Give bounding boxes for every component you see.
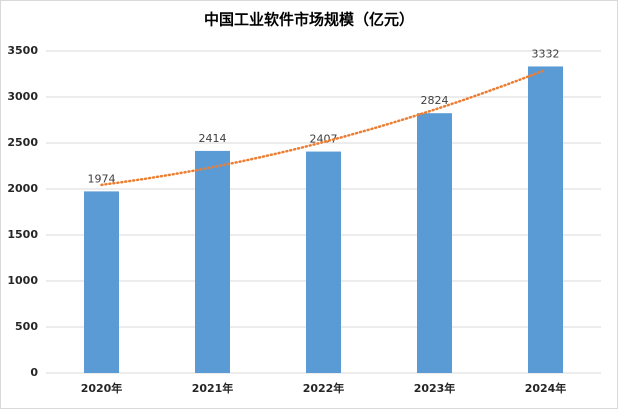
- y-tick-label: 3000: [7, 90, 38, 103]
- y-tick-label: 2500: [7, 136, 38, 149]
- y-tick-label: 0: [30, 366, 38, 379]
- value-label: 2824: [421, 94, 449, 107]
- y-tick-label: 3500: [7, 44, 38, 57]
- x-tick-label: 2022年: [303, 381, 345, 395]
- x-tick-label: 2021年: [192, 381, 234, 395]
- trendline: [100, 68, 547, 187]
- value-label: 2414: [199, 132, 227, 145]
- y-tick-label: 1000: [7, 274, 38, 287]
- value-label: 3332: [532, 47, 560, 60]
- x-tick-label: 2020年: [81, 381, 123, 395]
- bar: [528, 66, 563, 374]
- value-label: 2407: [310, 133, 338, 146]
- bar: [417, 113, 452, 373]
- y-tick-label: 500: [15, 320, 38, 333]
- bar: [306, 151, 341, 373]
- value-label: 1974: [88, 172, 116, 185]
- chart-title: 中国工业软件市场规模（亿元）: [204, 11, 414, 29]
- x-tick-label: 2023年: [414, 381, 456, 395]
- bar: [84, 191, 119, 373]
- y-tick-label: 1500: [7, 228, 38, 241]
- x-tick-label: 2024年: [525, 381, 567, 395]
- y-tick-label: 2000: [7, 182, 38, 195]
- bar: [195, 150, 230, 373]
